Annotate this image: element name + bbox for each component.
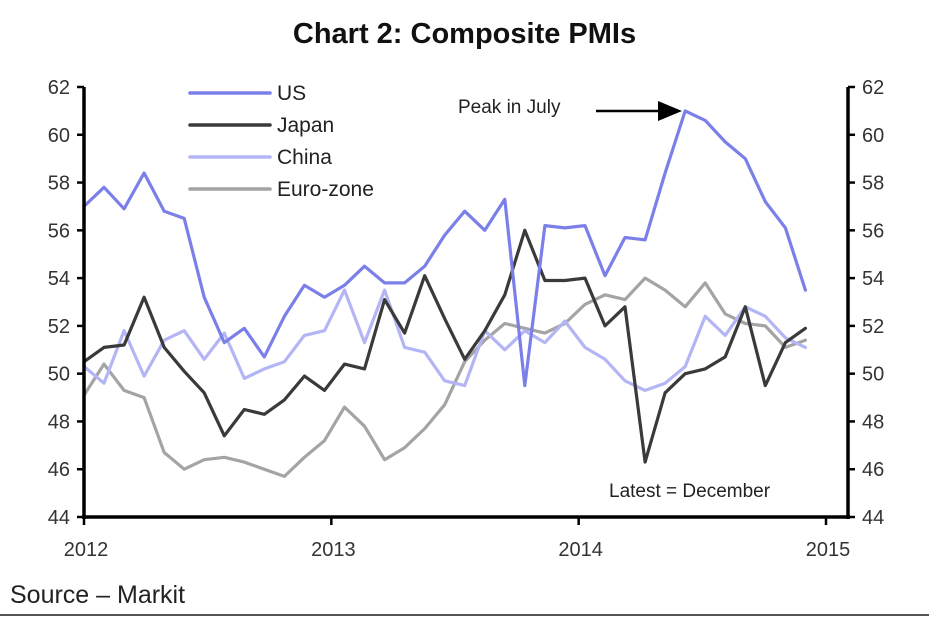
y-tick-label-left: 46 xyxy=(48,459,70,481)
legend: US Japan China Euro-zone xyxy=(188,82,374,201)
y-tick-label-left: 54 xyxy=(48,268,70,290)
series-layer xyxy=(82,109,808,478)
annotation-arrow-head xyxy=(658,101,682,121)
y-tick-label-left: 50 xyxy=(48,364,70,386)
source-divider xyxy=(0,614,929,616)
legend-label-euro-zone: Euro-zone xyxy=(277,178,374,201)
legend-label-japan: Japan xyxy=(277,114,334,137)
series-line-us xyxy=(82,109,808,388)
axes-layer: 44 46 48 50 52 54 56 58 60 62 44 46 48 50 52 54 56 58 60 62… xyxy=(48,77,885,561)
x-tick-label: 2014 xyxy=(558,539,603,561)
y-tick-label-left: 56 xyxy=(48,220,70,242)
y-tick-label-right: 58 xyxy=(862,173,884,195)
y-tick-label-left: 60 xyxy=(48,125,70,147)
y-tick-label-right: 62 xyxy=(862,77,884,99)
x-tick-label: 2015 xyxy=(806,539,851,561)
y-tick-label-left: 48 xyxy=(48,411,70,433)
series-line-japan xyxy=(82,228,808,464)
annotation-peak-label: Peak in July xyxy=(458,97,561,118)
y-tick-label-left: 62 xyxy=(48,77,70,99)
annotations: Peak in July Latest = December xyxy=(458,97,771,502)
y-tick-label-right: 50 xyxy=(862,364,884,386)
chart-title: Chart 2: Composite PMIs xyxy=(292,18,637,50)
y-tick-label-left: 44 xyxy=(48,507,70,529)
x-tick-label: 2013 xyxy=(311,539,356,561)
legend-label-china: China xyxy=(277,146,332,169)
annotation-latest-label: Latest = December xyxy=(609,481,771,502)
y-tick-label-left: 58 xyxy=(48,173,70,195)
y-tick-label-right: 44 xyxy=(862,507,884,529)
y-tick-label-right: 46 xyxy=(862,459,884,481)
series-line-euro-zone xyxy=(82,276,808,478)
y-tick-label-right: 56 xyxy=(862,220,884,242)
legend-label-us: US xyxy=(277,82,306,105)
y-tick-label-right: 60 xyxy=(862,125,884,147)
y-tick-label-right: 48 xyxy=(862,411,884,433)
series-line-china xyxy=(82,288,808,392)
y-tick-label-left: 52 xyxy=(48,316,70,338)
source-note: Source – Markit xyxy=(10,581,186,609)
y-tick-label-right: 54 xyxy=(862,268,884,290)
y-tick-label-right: 52 xyxy=(862,316,884,338)
x-tick-label: 2012 xyxy=(64,539,109,561)
